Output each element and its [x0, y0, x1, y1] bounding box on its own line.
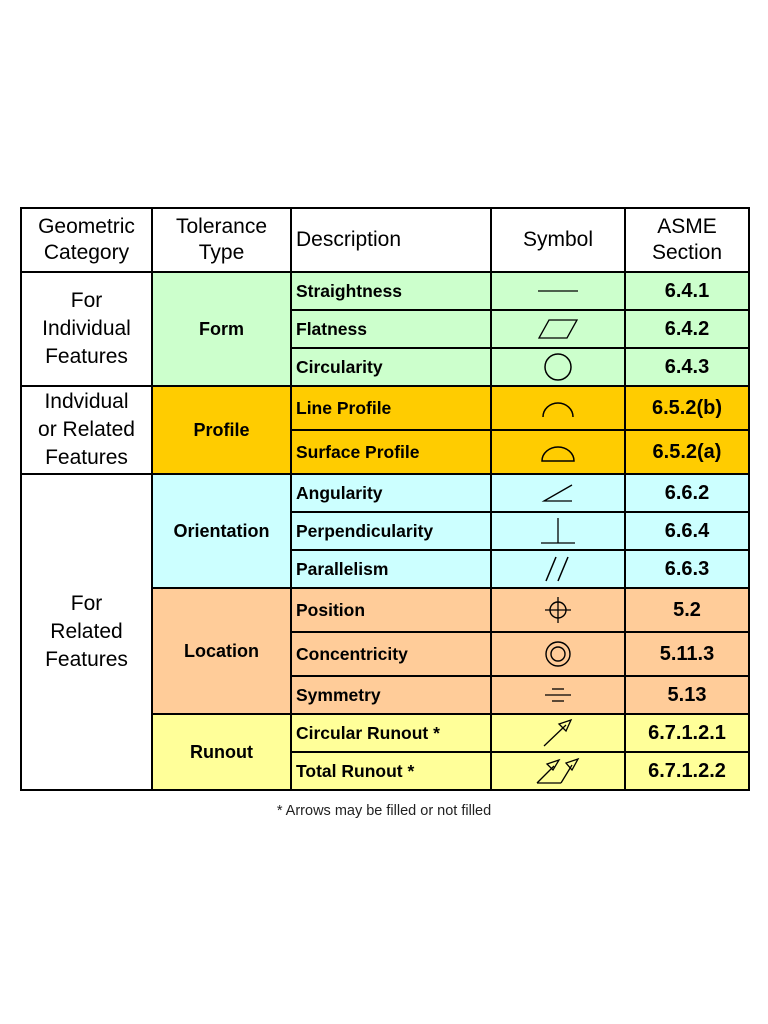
- parallelism-icon: [545, 556, 569, 582]
- category-individual: For Individual Features: [20, 271, 153, 387]
- table-row: Parallelism 6.6.3: [21, 549, 750, 589]
- table-row: Total Runout * 6.7.1.2.2: [21, 751, 750, 791]
- section-cell: 6.4.1: [624, 271, 750, 311]
- symbol-cell: [490, 549, 626, 589]
- description-cell: Parallelism: [290, 549, 492, 589]
- description-cell: Surface Profile: [290, 429, 492, 475]
- symbol-cell: [490, 511, 626, 551]
- perpendicularity-icon: [541, 518, 575, 544]
- description-cell: Symmetry: [290, 675, 492, 715]
- description-cell: Angularity: [290, 473, 492, 513]
- description-cell: Flatness: [290, 309, 492, 349]
- gdt-symbol-table: Geometric Category Tolerance Type Descri…: [20, 207, 750, 791]
- type-profile: Profile: [151, 385, 292, 475]
- footnote: * Arrows may be filled or not filled: [276, 803, 492, 819]
- table-row: Flatness 6.4.2: [21, 309, 750, 349]
- section-cell: 6.5.2(b): [624, 385, 750, 431]
- symbol-cell: [490, 751, 626, 791]
- position-icon: [545, 597, 571, 623]
- straightness-icon: [538, 290, 578, 292]
- description-cell: Straightness: [290, 271, 492, 311]
- section-cell: 6.6.3: [624, 549, 750, 589]
- table-row: Location Position 5.2: [21, 587, 750, 715]
- type-orientation: Orientation: [151, 473, 292, 589]
- category-individual-or-related: Indvidual or Related Features: [20, 385, 153, 475]
- description-cell: Circular Runout *: [290, 713, 492, 753]
- symbol-cell: [490, 309, 626, 349]
- section-cell: 6.7.1.2.1: [624, 713, 750, 753]
- header-description: Description: [290, 207, 492, 273]
- header-asme-section: ASME Section: [624, 207, 750, 273]
- table-row: Concentricity 5.11.3: [21, 631, 750, 677]
- header-row: Geometric Category Tolerance Type Descri…: [20, 207, 750, 273]
- type-runout: Runout: [151, 713, 292, 791]
- symbol-cell: [490, 713, 626, 753]
- section-cell: 6.6.2: [624, 473, 750, 513]
- header-tolerance-type: Tolerance Type: [151, 207, 292, 273]
- table-row: Surface Profile 6.5.2(a): [21, 429, 750, 475]
- description-cell: Total Runout *: [290, 751, 492, 791]
- section-cell: 5.13: [624, 675, 750, 715]
- symbol-cell: [490, 271, 626, 311]
- total-runout-icon: [536, 757, 580, 784]
- table-row: Symmetry 5.13: [21, 675, 750, 715]
- header-geometric-category: Geometric Category: [20, 207, 153, 273]
- symbol-cell: [490, 429, 626, 475]
- description-cell: Circularity: [290, 347, 492, 387]
- table-row: Indvidual or Related Features Profile Li…: [20, 385, 750, 475]
- section-cell: 6.5.2(a): [624, 429, 750, 475]
- surface-profile-icon: [541, 446, 575, 462]
- symbol-cell: [490, 675, 626, 715]
- section-cell: 6.6.4: [624, 511, 750, 551]
- category-related: For Related Features: [20, 473, 153, 791]
- symbol-cell: [490, 473, 626, 513]
- description-cell: Concentricity: [290, 631, 492, 677]
- concentricity-icon: [545, 641, 571, 667]
- type-location: Location: [151, 587, 292, 715]
- flatness-icon: [537, 319, 579, 339]
- line-profile-icon: [542, 402, 574, 418]
- section-cell: 5.2: [624, 587, 750, 633]
- circularity-icon: [544, 353, 572, 381]
- header-symbol: Symbol: [490, 207, 626, 273]
- description-cell: Perpendicularity: [290, 511, 492, 551]
- section-cell: 6.7.1.2.2: [624, 751, 750, 791]
- table-row: Runout Circular Runout * 6.7.1.2.1: [21, 713, 750, 791]
- type-form: Form: [151, 271, 292, 387]
- table-row: Perpendicularity 6.6.4: [21, 511, 750, 551]
- symbol-cell: [490, 347, 626, 387]
- description-cell: Line Profile: [290, 385, 492, 431]
- circular-runout-icon: [543, 718, 573, 747]
- symbol-cell: [490, 631, 626, 677]
- symbol-cell: [490, 385, 626, 431]
- symmetry-icon: [545, 688, 571, 702]
- section-cell: 5.11.3: [624, 631, 750, 677]
- description-cell: Position: [290, 587, 492, 633]
- table-row: For Related Features Orientation Angular…: [20, 473, 750, 791]
- symbol-cell: [490, 587, 626, 633]
- angularity-icon: [541, 484, 573, 502]
- table-row: For Individual Features Form Straightnes…: [20, 271, 750, 387]
- section-cell: 6.4.2: [624, 309, 750, 349]
- section-cell: 6.4.3: [624, 347, 750, 387]
- table-row: Circularity 6.4.3: [21, 347, 750, 387]
